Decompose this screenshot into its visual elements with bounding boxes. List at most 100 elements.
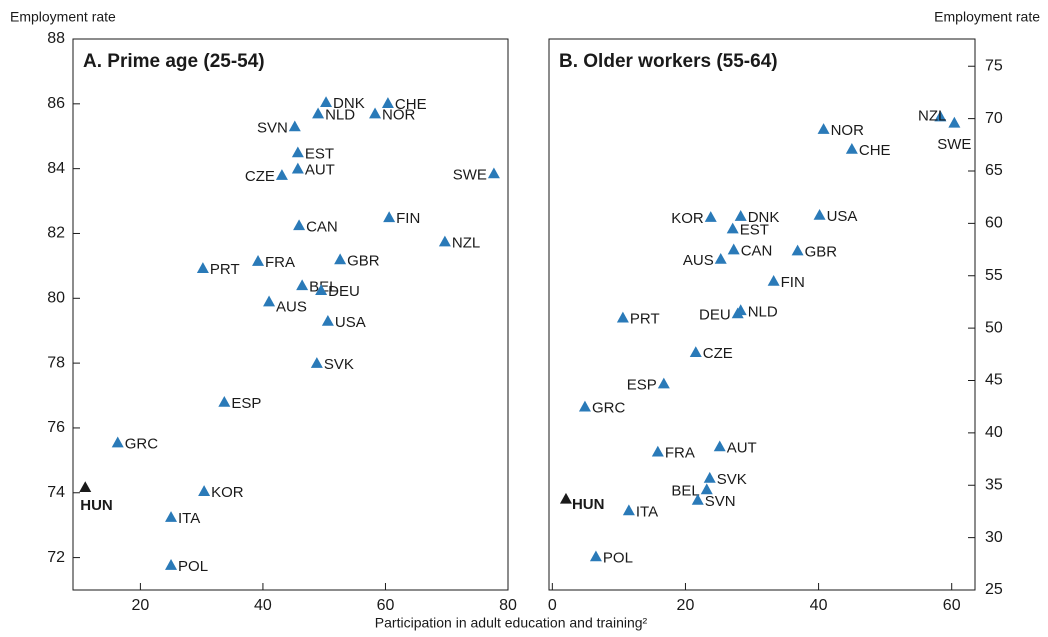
y-tick-label: 86 — [47, 95, 65, 112]
point — [111, 436, 124, 448]
y-tick-label: 40 — [985, 424, 1003, 441]
point-label: DNK — [333, 95, 365, 112]
point-label: CHE — [859, 142, 891, 159]
point-label: NOR — [831, 122, 865, 139]
y-tick-label: 70 — [985, 110, 1003, 127]
point — [559, 492, 572, 504]
point — [165, 511, 178, 522]
point-label: NLD — [325, 107, 355, 124]
point-label: GBR — [347, 252, 380, 269]
point — [438, 235, 451, 247]
point-label: ITA — [178, 510, 200, 527]
point — [487, 167, 500, 179]
y-tick-label: 88 — [47, 30, 65, 47]
point-label: AUS — [276, 299, 307, 316]
point-label: SVK — [717, 471, 747, 488]
point — [734, 210, 747, 221]
point-label: POL — [603, 549, 633, 566]
y-tick-label: 82 — [47, 225, 65, 242]
point-label: AUS — [683, 252, 714, 269]
point-label: HUN — [572, 496, 605, 513]
y-tick-label: 76 — [47, 419, 65, 436]
point-label: SWE — [453, 166, 487, 183]
plot-frame — [72, 38, 509, 591]
point-label: DNK — [748, 209, 780, 226]
point-label: NZL — [918, 107, 946, 124]
point-label: SVK — [324, 356, 354, 373]
point-label: PRT — [210, 261, 240, 278]
point — [704, 211, 717, 222]
point — [383, 211, 396, 223]
point-label: BEL — [309, 278, 337, 295]
point-label: CZE — [703, 345, 733, 362]
y-tick-label: 80 — [47, 290, 65, 307]
point — [948, 116, 961, 128]
y-tick-label: 55 — [985, 267, 1003, 284]
y-tick-label: 65 — [985, 162, 1003, 179]
point — [291, 146, 304, 158]
point-label: GRC — [125, 435, 158, 452]
point — [726, 222, 739, 234]
x-tick-label: 80 — [499, 597, 517, 614]
x-tick-label: 0 — [548, 597, 557, 614]
point-label: POL — [178, 558, 208, 575]
point — [320, 96, 333, 108]
point — [589, 550, 602, 562]
point-label: FRA — [665, 445, 695, 462]
point-label: SVN — [705, 493, 736, 510]
point — [291, 162, 304, 174]
point-label: ITA — [636, 503, 658, 520]
point — [845, 142, 858, 154]
y-axis-label: Employment rate — [10, 9, 116, 25]
point — [263, 295, 276, 307]
point-label: EST — [740, 222, 769, 239]
point-label: EST — [305, 145, 334, 162]
point — [369, 107, 382, 119]
point — [275, 169, 288, 180]
y-axis-label: Employment rate — [934, 9, 1040, 25]
y-tick-label: 74 — [47, 484, 65, 501]
point — [727, 243, 740, 255]
point — [713, 440, 726, 452]
point — [198, 485, 211, 496]
point — [703, 471, 716, 483]
point — [315, 284, 328, 295]
point-label: CAN — [306, 218, 338, 235]
point-label: NZL — [452, 235, 480, 252]
point — [321, 314, 334, 326]
point-label: AUT — [305, 162, 335, 179]
x-tick-label: 20 — [677, 597, 695, 614]
point — [691, 493, 704, 505]
point-label: GBR — [805, 244, 838, 261]
point — [381, 97, 394, 108]
point — [288, 120, 301, 132]
point — [791, 244, 804, 256]
x-axis-label: Participation in adult education and tra… — [375, 615, 648, 631]
point-label: CZE — [245, 168, 275, 185]
point — [622, 504, 635, 516]
point-label: PRT — [630, 311, 660, 328]
point-label: ESP — [231, 395, 261, 412]
point-label: HUN — [80, 497, 113, 514]
point — [79, 481, 92, 493]
point-label: KOR — [671, 210, 704, 227]
point-label: NLD — [748, 303, 778, 320]
point-label: GRC — [592, 400, 626, 417]
point-label: FIN — [396, 210, 420, 227]
x-tick-label: 60 — [943, 597, 961, 614]
point — [334, 253, 347, 265]
point — [657, 377, 670, 389]
y-tick-label: 30 — [985, 529, 1003, 546]
point — [700, 483, 713, 495]
point — [651, 445, 664, 457]
x-tick-label: 60 — [377, 597, 395, 614]
y-tick-label: 45 — [985, 372, 1003, 389]
point-label: DEU — [328, 283, 360, 300]
point — [310, 357, 323, 368]
point-label: CHE — [395, 96, 427, 113]
point — [734, 304, 747, 316]
point-label: FIN — [781, 274, 805, 291]
y-tick-label: 78 — [47, 354, 65, 371]
point — [578, 400, 591, 412]
